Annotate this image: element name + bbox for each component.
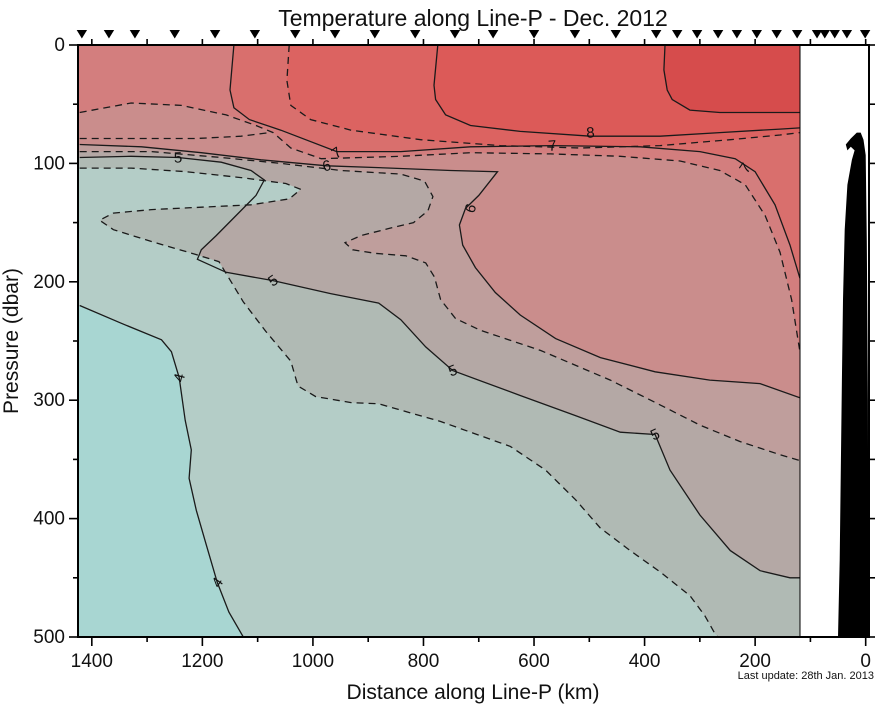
- update-note: Last update: 28th Jan. 2013: [738, 670, 874, 682]
- station-marker: [650, 30, 662, 39]
- x-tick-label: 1000: [292, 651, 334, 672]
- land-silhouette: [838, 132, 869, 637]
- station-marker: [841, 30, 853, 39]
- contour-line-9-solid: [663, 45, 800, 114]
- station-marker: [771, 30, 782, 39]
- station-marker: [369, 30, 381, 39]
- contour-line-4-solid: [79, 304, 244, 637]
- contour-line-6.5-dashed: [79, 102, 800, 352]
- contour-line-4.5-dashed: [79, 167, 719, 637]
- contour-label-8: 8: [586, 124, 596, 142]
- station-marker: [409, 30, 421, 39]
- y-tick-label: 300: [33, 390, 65, 411]
- x-tick-label: 800: [408, 651, 440, 672]
- contour-line-6.5-dashed: [79, 131, 270, 140]
- x-tick-label: 1200: [181, 651, 223, 672]
- station-marker: [569, 30, 581, 39]
- station-marker: [691, 30, 703, 39]
- contour-label-5: 5: [173, 149, 182, 166]
- seafloor-polygon: [838, 132, 869, 637]
- axes-group: 1400 1200 1000 800 600 400 200 0 0 100 200 300 400 50…: [33, 35, 875, 672]
- y-tick-label: 0: [54, 35, 65, 56]
- band-<4: [78, 305, 244, 637]
- station-marker: [671, 30, 683, 39]
- band->=9: [663, 45, 800, 113]
- station-marker: [610, 30, 622, 39]
- contour-line-5-solid: [79, 155, 800, 579]
- station-marker: [169, 30, 180, 39]
- station-marker: [329, 30, 341, 39]
- x-tick-label: 200: [739, 651, 771, 672]
- station-marker: [76, 30, 88, 39]
- x-tick-label: 1400: [71, 651, 113, 672]
- station-marker: [712, 30, 724, 39]
- y-tick-label: 100: [33, 153, 65, 174]
- contour-bands-group: [78, 45, 800, 637]
- y-tick-label: 500: [33, 627, 65, 648]
- contour-line-7-solid: [229, 45, 800, 279]
- y-tick-label: 200: [33, 272, 65, 293]
- station-marker: [103, 30, 115, 39]
- station-markers-group: [76, 30, 871, 39]
- x-tick-label: 600: [518, 651, 550, 672]
- contour-lines-group: [79, 45, 800, 637]
- station-marker: [249, 30, 261, 39]
- station-marker: [528, 30, 540, 39]
- station-marker: [819, 30, 830, 39]
- station-marker: [731, 30, 743, 39]
- station-marker: [791, 30, 803, 39]
- contour-label-7: 7: [547, 137, 557, 155]
- x-tick-label: 0: [860, 651, 871, 672]
- station-marker: [209, 30, 221, 39]
- station-marker: [829, 30, 840, 39]
- contour-label-6: 6: [321, 157, 333, 175]
- station-marker: [811, 30, 823, 39]
- y-axis-label: Pressure (dbar): [0, 268, 23, 414]
- contour-line-6-solid: [79, 143, 800, 399]
- chart-title: Temperature along Line-P - Dec. 2012: [278, 5, 668, 31]
- station-marker: [290, 30, 301, 39]
- contour-line-8-solid: [433, 45, 800, 137]
- station-marker: [859, 30, 871, 39]
- station-marker: [751, 30, 762, 39]
- station-marker: [129, 30, 141, 39]
- contour-line-5.5-dashed: [79, 150, 800, 462]
- station-marker: [449, 30, 461, 39]
- x-axis-label: Distance along Line-P (km): [347, 681, 600, 704]
- band-4-4.5: [78, 168, 719, 637]
- station-marker: [487, 30, 499, 39]
- y-tick-label: 400: [33, 509, 65, 530]
- x-tick-label: 400: [629, 651, 661, 672]
- plot-frame: [77, 44, 870, 638]
